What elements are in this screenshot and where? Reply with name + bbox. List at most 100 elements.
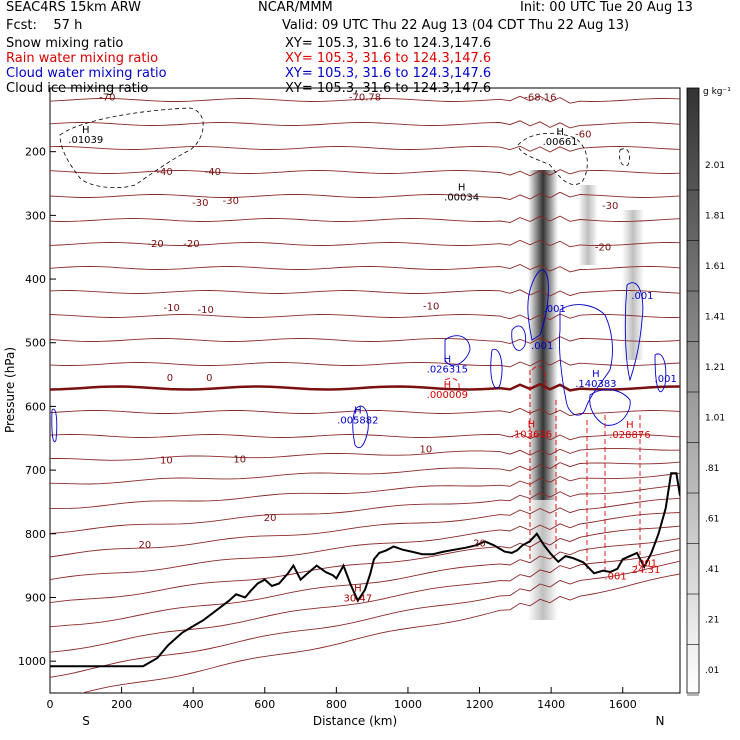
temperature-label: 0 <box>206 373 212 384</box>
colorbar-label: .21 <box>705 616 719 626</box>
isotherm <box>50 264 680 273</box>
isotherm <box>50 382 680 392</box>
temperature-label: -60 <box>575 130 591 141</box>
x-tick-label: 600 <box>254 698 275 711</box>
extremum-value: .001 <box>604 571 626 582</box>
temperature-label: -40 <box>156 167 172 178</box>
isotherm <box>50 484 680 534</box>
extremum-value: .028876 <box>609 430 650 441</box>
x-axis-title: Distance (km) <box>313 714 397 728</box>
colorbar-label: 1.01 <box>705 414 725 424</box>
temperature-label: 10 <box>419 444 432 455</box>
colorbar-label: 1.81 <box>705 212 725 222</box>
isotherm <box>50 191 680 200</box>
x-tick-label: 1000 <box>394 698 422 711</box>
temperature-label: 20 <box>138 540 151 551</box>
temperature-label: -30 <box>192 198 208 209</box>
cloud-water-contour-8 <box>352 405 369 449</box>
temperature-label: -10 <box>423 302 439 313</box>
isotherm <box>50 549 680 653</box>
temperature-label: 20 <box>264 513 277 524</box>
temperature-label: -70 <box>99 93 115 104</box>
extremum-mark: H <box>354 584 362 595</box>
cloud-water-contour-1 <box>527 269 549 341</box>
temperature-label: -68.16 <box>524 93 556 104</box>
legend-label: Snow mixing ratio <box>6 36 124 51</box>
temperature-label: 10 <box>233 454 246 465</box>
extremum-value: .000009 <box>427 390 468 401</box>
x-axis: 0 200 400 600 800 1000 1200 1400 1600 <box>47 687 637 711</box>
isotherm <box>50 461 680 485</box>
legend-xy: XY= 105.3, 31.6 to 124.3,147.6 <box>285 51 492 66</box>
isotherm <box>50 359 680 368</box>
temperature-label: -20 <box>183 239 199 250</box>
snow-shading-tertiary <box>622 210 644 360</box>
extremum-mark: H <box>444 380 452 391</box>
legend-label: Cloud water mixing ratio <box>6 66 167 81</box>
y-axis: 1000 900 800 700 600 500 400 300 200 <box>18 146 56 668</box>
y-tick-label: 600 <box>25 400 46 413</box>
isotherm <box>50 215 680 223</box>
legend-label: Cloud ice mixing ratio <box>6 81 149 96</box>
model-title: SEAC4RS 15km ARW <box>6 0 142 15</box>
colorbar-label: 1.41 <box>705 313 725 323</box>
temperature-label: -10 <box>198 305 214 316</box>
init-time: Init: 00 UTC Tue 20 Aug 13 <box>520 0 693 15</box>
y-tick-label: 200 <box>25 146 46 159</box>
organization: NCAR/MMM <box>258 0 333 15</box>
temperature-label: 10 <box>160 456 173 467</box>
temperature-label: -40 <box>205 167 221 178</box>
x-tick-label: 1200 <box>466 698 494 711</box>
cloud-ice-contour-3 <box>619 148 630 167</box>
forecast-hour: Fcst: 57 h <box>6 18 83 33</box>
isotherm <box>50 120 680 129</box>
colorbar-labels: 2.01 1.81 1.61 1.41 1.21 1.01 .81 .61 .41 .21 .01 <box>687 161 725 696</box>
extremum-value: .00034 <box>444 192 479 203</box>
extremum-mark: H <box>444 354 452 365</box>
y-axis-title: Pressure (hPa) <box>3 347 17 433</box>
x-end-label-left: S <box>82 714 90 728</box>
cloud-water-contour-3 <box>624 282 644 382</box>
y-tick-label: 700 <box>25 464 46 477</box>
cloud-ice-contour-2 <box>517 132 588 185</box>
cloud-water-contour-10 <box>51 408 58 443</box>
temperature-label: -10 <box>164 303 180 314</box>
y-tick-label: 900 <box>25 591 46 604</box>
temperature-label: 0 <box>167 373 173 384</box>
legend-xy: XY= 105.3, 31.6 to 124.3,147.6 <box>285 81 492 96</box>
extremum-value: 24.31 <box>632 565 661 576</box>
colorbar-label: 2.01 <box>705 161 725 171</box>
temperature-labels: -70 -40 -40 -30 -30 -30 -20 -20 -20 -10 -10 -10 0 0 10… <box>99 93 618 551</box>
isotherm <box>50 512 680 581</box>
colorbar-label: 1.21 <box>705 363 725 373</box>
cloud-water-contour-2 <box>559 304 613 416</box>
x-tick-label: 800 <box>326 698 347 711</box>
x-tick-label: 200 <box>111 698 132 711</box>
y-tick-label: 400 <box>25 273 46 286</box>
extremum-mark: H <box>458 182 466 193</box>
x-tick-label: 400 <box>183 698 204 711</box>
rain-contour-7 <box>444 377 460 393</box>
extremum-value: .001 <box>544 304 566 315</box>
y-tick-label: 800 <box>25 528 46 541</box>
extremum-value: .001 <box>635 559 657 570</box>
cloud-water-contour-9 <box>654 353 667 393</box>
isotherm <box>50 95 680 104</box>
colorbar-label: 1.61 <box>705 262 725 272</box>
extremum-mark: H <box>626 420 634 431</box>
isotherm <box>80 573 680 693</box>
extremum-mark: H <box>528 419 536 430</box>
isotherm <box>50 145 680 153</box>
cloud-water-contour-6 <box>444 335 471 366</box>
extremum-value: 30.47 <box>344 594 373 605</box>
temperature-label: -20 <box>595 242 611 253</box>
legend-label: Rain water mixing ratio <box>6 51 159 66</box>
extremum-value: .00661 <box>543 137 578 148</box>
colorbar-label: .61 <box>705 515 719 525</box>
extremum-mark: H <box>592 369 600 380</box>
isotherm <box>50 289 680 297</box>
isotherm <box>50 313 680 321</box>
valid-time: Valid: 09 UTC Thu 22 Aug 13 (04 CDT Thu … <box>282 18 630 33</box>
extremum-value: .001 <box>631 291 653 302</box>
